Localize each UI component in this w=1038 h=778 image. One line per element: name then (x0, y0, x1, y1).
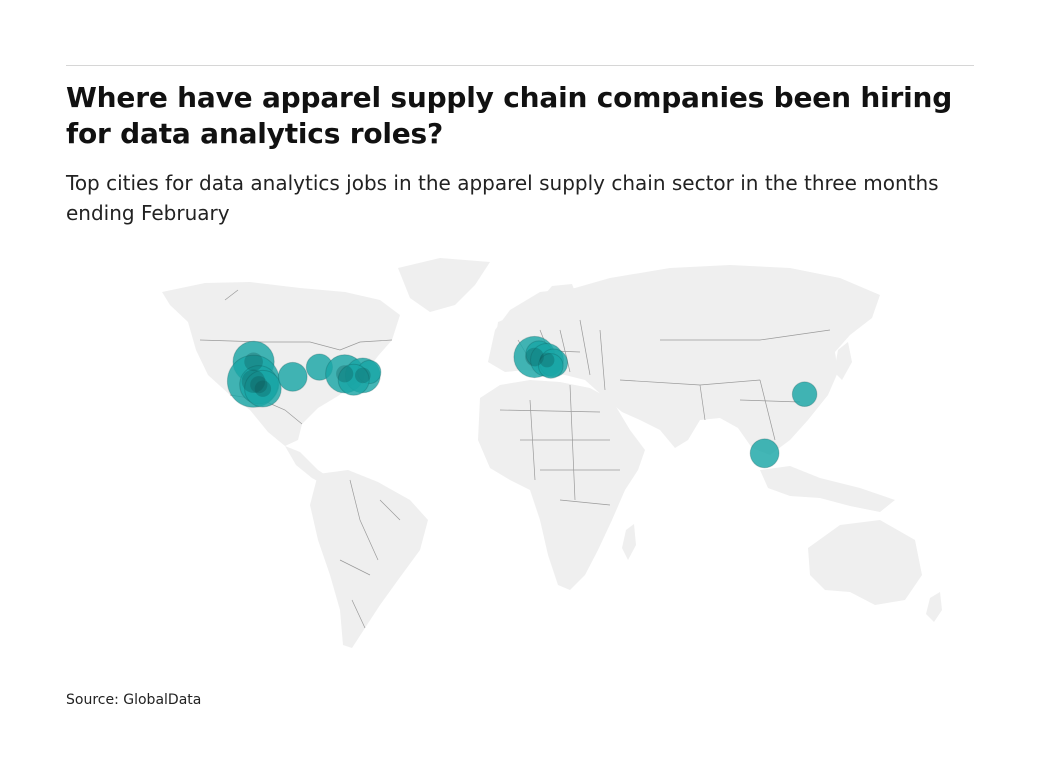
chart-title: Where have apparel supply chain companie… (66, 81, 953, 150)
city-bubble (749, 438, 780, 469)
chart-subtitle: Top cities for data analytics jobs in th… (66, 171, 939, 225)
bubble-layer (226, 335, 818, 469)
city-bubble-core (241, 369, 266, 393)
city-bubble-core (525, 347, 544, 367)
source-note: Source: GlobalData (66, 692, 202, 708)
borders-asia (619, 329, 831, 441)
city-bubble-core (254, 380, 272, 397)
city-bubble-core (336, 365, 354, 383)
city-bubble-core (355, 367, 371, 384)
city-bubble-core (244, 352, 263, 372)
land-eurasia (488, 265, 880, 455)
city-bubble (337, 363, 370, 396)
land-japan (834, 342, 852, 380)
borders-africa (499, 384, 620, 506)
land-layer (162, 258, 942, 648)
city-bubble (244, 369, 282, 408)
city-bubble (538, 353, 564, 379)
land-australia (808, 520, 922, 605)
city-bubble-core (539, 352, 555, 368)
border-alaska (224, 289, 239, 301)
land-maritime-southeast-asia (760, 466, 895, 512)
land-africa (478, 380, 645, 590)
city-bubble (791, 381, 818, 408)
land-madagascar (622, 524, 636, 560)
borders-south-america (339, 479, 401, 629)
top-rule (66, 65, 974, 66)
city-bubble-core (250, 376, 268, 394)
land-north-america (162, 282, 400, 446)
land-scandinavia (540, 284, 578, 330)
land-south-america (310, 470, 428, 648)
land-uk (496, 318, 512, 342)
land-new-zealand (926, 592, 942, 622)
land-greenland (398, 258, 490, 312)
city-bubble (277, 361, 308, 392)
